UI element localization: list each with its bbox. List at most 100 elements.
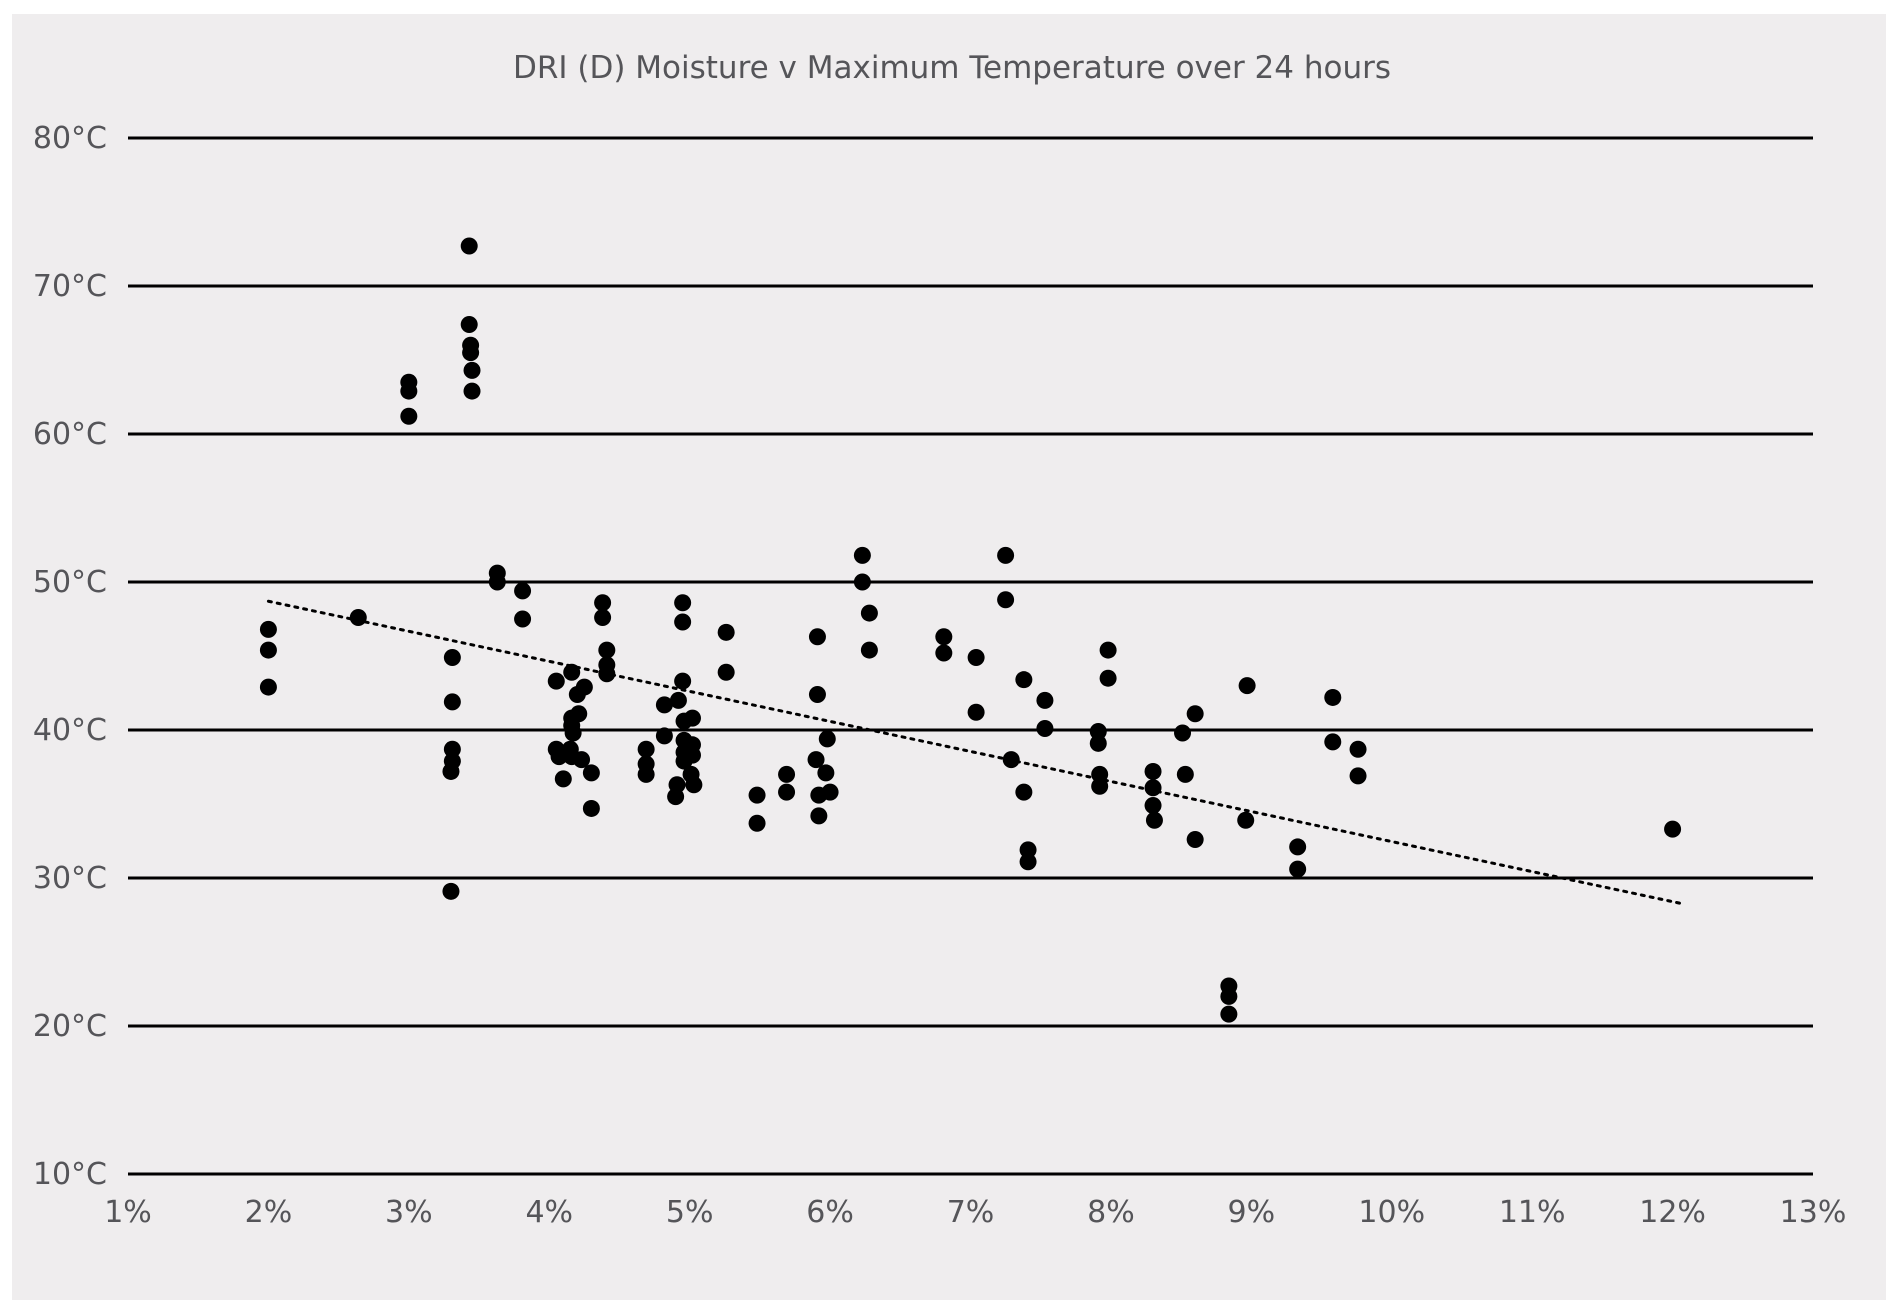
data-point <box>1144 779 1162 797</box>
y-tick-label-40: 40°C <box>33 713 107 748</box>
data-point <box>655 696 673 714</box>
data-point <box>1019 841 1037 859</box>
data-point <box>582 764 600 782</box>
data-point <box>564 724 582 742</box>
x-tick-label-4: 4% <box>525 1195 573 1230</box>
data-point <box>683 746 701 764</box>
data-point <box>594 609 612 627</box>
x-tick-label-10: 10% <box>1358 1195 1425 1230</box>
data-point <box>717 663 735 681</box>
data-point <box>1289 860 1307 878</box>
data-point <box>443 693 461 711</box>
data-point <box>1174 724 1192 742</box>
data-point <box>674 594 692 612</box>
x-tick-label-13: 13% <box>1780 1195 1847 1230</box>
data-point <box>462 344 480 362</box>
data-point <box>1099 669 1117 687</box>
trendline-group <box>266 599 1682 905</box>
trendline <box>266 599 1682 905</box>
scatter-chart: DRI (D) Moisture v Maximum Temperature o… <box>33 50 1846 1230</box>
data-point <box>1664 820 1682 838</box>
data-point <box>1099 641 1117 659</box>
x-tick-label-1: 1% <box>104 1195 152 1230</box>
data-point <box>853 546 871 564</box>
data-point <box>778 765 796 783</box>
data-point <box>1237 811 1255 829</box>
data-point <box>460 315 478 333</box>
data-point <box>1349 740 1367 758</box>
data-point <box>547 672 565 690</box>
data-point <box>808 685 826 703</box>
data-point <box>570 705 588 723</box>
data-point <box>1019 853 1037 871</box>
data-point <box>860 604 878 622</box>
y-axis-tick-labels: 10°C 20°C 30°C 40°C 50°C 60°C 70°C 80°C <box>33 121 107 1192</box>
data-point <box>853 573 871 591</box>
data-point <box>1091 777 1109 795</box>
data-point <box>1324 688 1342 706</box>
data-point <box>674 672 692 690</box>
data-point <box>594 594 612 612</box>
x-tick-label-8: 8% <box>1087 1195 1135 1230</box>
data-point <box>808 628 826 646</box>
data-point <box>554 770 572 788</box>
data-point <box>1220 987 1238 1005</box>
data-point <box>349 609 367 627</box>
data-point <box>488 573 506 591</box>
x-axis-tick-labels: 1% 2% 3% 4% 5% 6% 7% 8% 9% 10% 11% 12% 13% <box>104 1195 1846 1230</box>
data-point <box>443 648 461 666</box>
y-tick-label-10: 10°C <box>33 1157 107 1192</box>
y-tick-label-50: 50°C <box>33 565 107 600</box>
x-tick-label-3: 3% <box>385 1195 433 1230</box>
y-tick-label-70: 70°C <box>33 269 107 304</box>
data-point <box>400 382 418 400</box>
data-point <box>443 740 461 758</box>
data-point <box>1089 734 1107 752</box>
data-point <box>1176 765 1194 783</box>
x-tick-label-7: 7% <box>947 1195 995 1230</box>
data-point <box>860 641 878 659</box>
data-point <box>1349 767 1367 785</box>
data-point <box>582 799 600 817</box>
data-point <box>1186 831 1204 849</box>
data-point <box>1089 722 1107 740</box>
data-point <box>1002 751 1020 769</box>
x-tick-label-9: 9% <box>1228 1195 1276 1230</box>
data-point <box>655 727 673 745</box>
data-point <box>717 623 735 641</box>
data-points <box>259 237 1682 1023</box>
data-point <box>514 610 532 628</box>
data-point <box>637 740 655 758</box>
data-point <box>674 613 692 631</box>
x-tick-label-5: 5% <box>666 1195 714 1230</box>
data-point <box>1015 671 1033 689</box>
data-point <box>1289 838 1307 856</box>
x-tick-label-11: 11% <box>1499 1195 1566 1230</box>
data-point <box>1144 762 1162 780</box>
data-point <box>1145 811 1163 829</box>
y-tick-label-30: 30°C <box>33 861 107 896</box>
data-point <box>685 776 703 794</box>
data-point <box>573 751 591 769</box>
data-point <box>967 648 985 666</box>
data-point <box>667 788 685 806</box>
data-point <box>598 665 616 683</box>
data-point <box>778 783 796 801</box>
data-point <box>1036 720 1054 738</box>
data-point <box>1144 796 1162 814</box>
data-point <box>807 751 825 769</box>
data-point <box>748 786 766 804</box>
data-point <box>935 644 953 662</box>
data-point <box>637 765 655 783</box>
data-point <box>259 620 277 638</box>
data-point <box>1238 677 1256 695</box>
data-point <box>442 762 460 780</box>
data-point <box>1324 733 1342 751</box>
data-point <box>400 407 418 425</box>
data-point <box>1186 705 1204 723</box>
data-point <box>821 783 839 801</box>
chart-title: DRI (D) Moisture v Maximum Temperature o… <box>513 50 1391 86</box>
data-point <box>1015 783 1033 801</box>
data-point <box>748 814 766 832</box>
data-point <box>442 882 460 900</box>
